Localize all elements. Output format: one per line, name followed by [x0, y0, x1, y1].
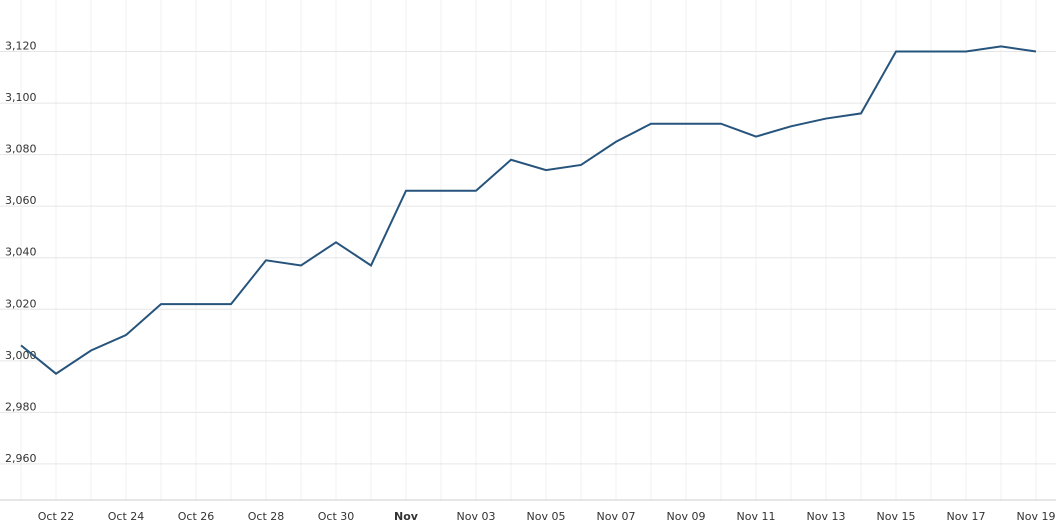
x-tick-label: Nov 05	[527, 510, 566, 523]
x-tick-label: Nov 15	[877, 510, 916, 523]
x-tick-label: Nov 19	[1017, 510, 1056, 523]
y-tick-label: 2,980	[5, 400, 37, 413]
x-tick-label: Oct 30	[318, 510, 355, 523]
x-tick-label: Oct 24	[108, 510, 145, 523]
y-tick-label: 3,040	[5, 246, 37, 259]
y-tick-label: 3,080	[5, 143, 37, 156]
x-tick-label: Nov 11	[737, 510, 776, 523]
x-tick-label: Nov 09	[667, 510, 706, 523]
x-tick-label: Nov 03	[457, 510, 496, 523]
line-series	[20, 45, 1037, 375]
x-tick-label: Nov 07	[597, 510, 636, 523]
x-tick-label: Nov 13	[807, 510, 846, 523]
y-tick-label: 2,960	[5, 452, 37, 465]
x-tick-label: Oct 22	[38, 510, 75, 523]
x-tick-label: Nov 17	[947, 510, 986, 523]
y-tick-label: 3,060	[5, 194, 37, 207]
y-tick-label: 3,120	[5, 40, 37, 53]
x-tick-label: Nov	[394, 510, 419, 523]
y-tick-label: 3,020	[5, 297, 37, 310]
y-tick-label: 3,100	[5, 91, 37, 104]
x-tick-label: Oct 28	[248, 510, 285, 523]
x-tick-label: Oct 26	[178, 510, 215, 523]
